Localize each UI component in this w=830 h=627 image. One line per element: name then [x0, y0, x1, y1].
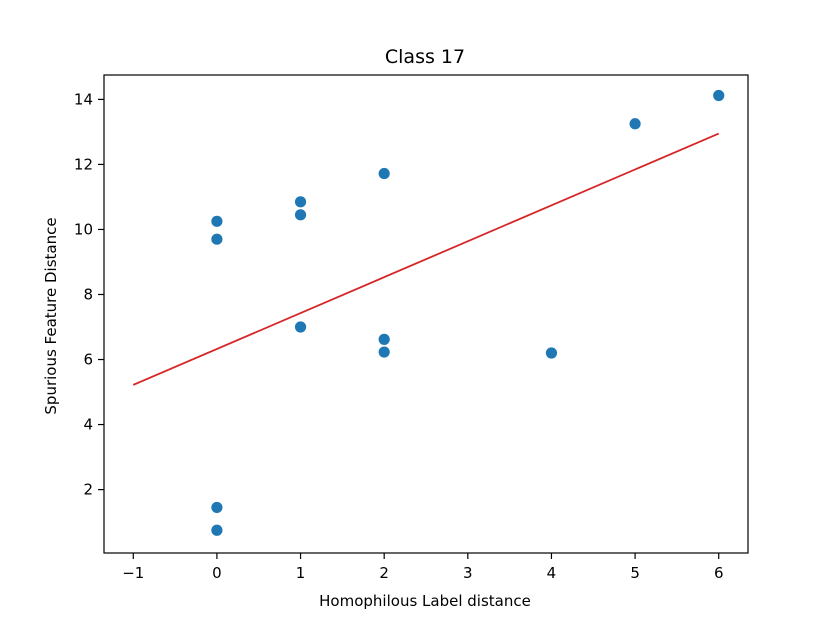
- x-tick-label: 1: [296, 564, 306, 582]
- regression-line: [132, 132, 720, 386]
- scatter-point: [294, 196, 307, 208]
- scatter-point: [211, 233, 223, 245]
- scatter-point: [294, 209, 307, 221]
- y-tick-label: 4: [83, 416, 93, 434]
- scatter-point: [629, 118, 641, 130]
- scatter-point: [378, 346, 390, 358]
- x-tick-label: 3: [463, 564, 473, 582]
- x-tick-label: 4: [547, 564, 557, 582]
- y-tick-label: 8: [83, 285, 93, 303]
- scatter-point: [294, 321, 307, 333]
- scatter-point: [211, 501, 223, 514]
- x-tick-label: 0: [212, 564, 222, 582]
- plot-frame: [103, 74, 749, 554]
- scatter-point: [378, 333, 390, 345]
- x-tick-label: 6: [714, 564, 724, 582]
- scatter-point: [211, 215, 223, 227]
- scatter-point: [378, 167, 390, 180]
- y-tick-label: 6: [83, 351, 93, 369]
- scatter-point: [545, 347, 558, 359]
- chart-title: Class 17: [385, 46, 465, 68]
- y-tick-label: 12: [74, 155, 93, 173]
- x-tick-label: 5: [630, 564, 640, 582]
- x-tick-label: −1: [122, 564, 144, 582]
- y-axis-label: Spurious Feature Distance: [42, 217, 60, 414]
- y-tick-label: 2: [83, 481, 93, 499]
- y-tick-label: 10: [74, 220, 93, 238]
- x-tick-label: 2: [379, 564, 389, 582]
- scatter-point: [211, 524, 223, 536]
- scatter-point: [713, 89, 725, 102]
- x-axis-label: Homophilous Label distance: [319, 592, 531, 610]
- y-tick-label: 14: [74, 90, 93, 108]
